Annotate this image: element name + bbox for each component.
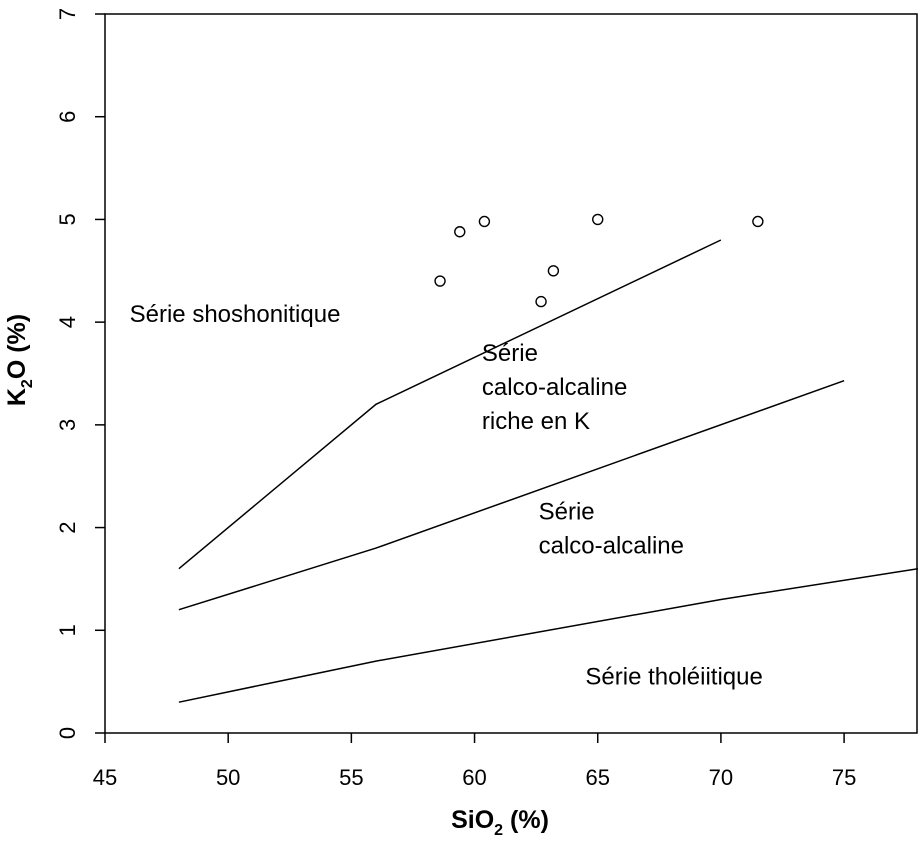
plot-border bbox=[104, 13, 918, 734]
y-tick-label: 1 bbox=[55, 624, 80, 636]
x-tick-label: 55 bbox=[339, 765, 363, 790]
data-point bbox=[478, 215, 491, 228]
data-point bbox=[454, 226, 466, 238]
y-tick-label: 4 bbox=[55, 316, 80, 328]
x-tick-label: 70 bbox=[709, 765, 733, 790]
high-k-boundary bbox=[178, 379, 845, 611]
label-calco-alcaline-riche-k: Série calco-alcaline riche en K bbox=[482, 340, 627, 435]
data-point bbox=[434, 275, 446, 287]
y-tick-label: 0 bbox=[55, 727, 80, 739]
x-tick-label: 50 bbox=[216, 765, 240, 790]
y-tick-label: 3 bbox=[55, 419, 80, 431]
data-point bbox=[535, 295, 547, 308]
label-shoshonitique: Série shoshonitique bbox=[130, 301, 341, 328]
x-axis-title: SiO2 (%) bbox=[451, 806, 549, 839]
label-tholeiitique: Série tholéiitique bbox=[585, 664, 762, 691]
x-tick-label: 75 bbox=[832, 765, 856, 790]
y-tick-label: 7 bbox=[55, 8, 80, 20]
data-point bbox=[592, 213, 604, 226]
x-tick-label: 60 bbox=[462, 765, 486, 790]
label-calco-alcaline: Série calco-alcaline bbox=[539, 498, 684, 559]
region-labels: Série shoshonitique Série calco-alcaline ri… bbox=[130, 301, 763, 691]
y-tick-label: 5 bbox=[55, 213, 80, 225]
data-points bbox=[434, 213, 764, 308]
shoshonitic-boundary bbox=[178, 239, 722, 570]
tholeiitic-boundary bbox=[178, 567, 918, 703]
x-tick-label: 65 bbox=[585, 765, 609, 790]
y-axis-title: K2O (%) bbox=[3, 314, 36, 406]
boundary-lines bbox=[178, 239, 918, 703]
y-tick-label: 6 bbox=[55, 111, 80, 123]
data-point bbox=[752, 215, 764, 228]
plot-frame bbox=[104, 13, 918, 734]
data-point bbox=[547, 265, 560, 277]
x-tick-label: 45 bbox=[93, 765, 117, 790]
y-tick-label: 2 bbox=[55, 521, 80, 533]
